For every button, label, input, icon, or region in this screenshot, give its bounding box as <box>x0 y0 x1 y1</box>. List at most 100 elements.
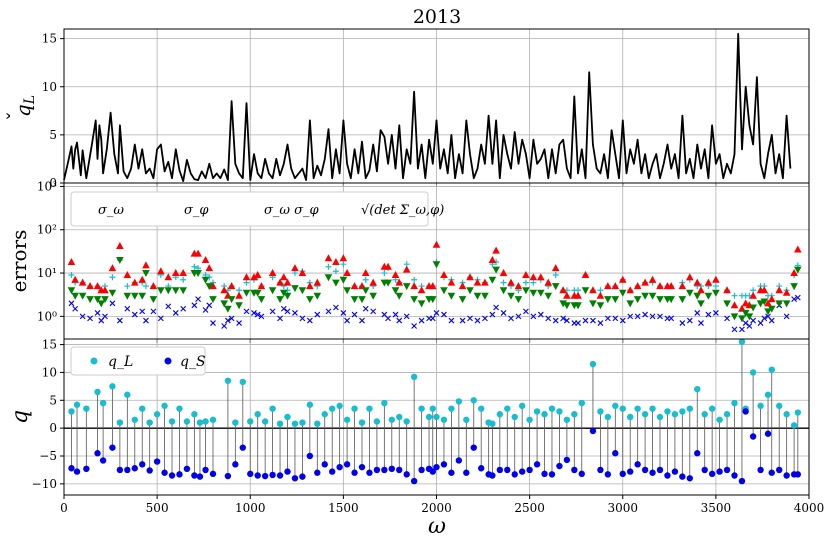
sigma-product-marker <box>626 286 634 294</box>
qL-point <box>83 405 90 412</box>
qL-point <box>403 418 410 425</box>
sqrt-det-marker <box>313 292 322 300</box>
sigma-product-marker <box>209 282 217 290</box>
sigma-product-marker <box>142 261 150 269</box>
qS-point <box>463 469 470 476</box>
sqrt-det-marker <box>179 287 187 295</box>
sigma-product-marker <box>164 273 173 281</box>
qL-point <box>410 373 418 381</box>
sqrt-det-marker <box>97 300 106 308</box>
qS-point <box>232 461 239 468</box>
sqrt-det-marker <box>257 296 266 304</box>
sqrt-det-marker <box>149 296 158 304</box>
sigma-product-marker <box>458 282 467 290</box>
sigma-product-marker <box>782 288 791 296</box>
qS-point <box>634 461 641 468</box>
qL-point <box>116 419 124 426</box>
sigma-product-marker <box>473 278 482 286</box>
sigma-product-marker <box>71 275 79 283</box>
sqrt-det-marker <box>589 300 597 308</box>
sqrt-det-marker <box>697 300 705 308</box>
qL-point <box>381 399 388 407</box>
qS-point <box>686 475 693 482</box>
qS-point <box>239 444 246 451</box>
qS-point <box>153 458 161 465</box>
sqrt-det-marker <box>749 304 757 312</box>
sigma-product-marker <box>369 278 377 286</box>
sigma-phi-marker <box>560 315 567 322</box>
qS-point <box>448 469 455 476</box>
sigma-phi-marker <box>694 310 701 316</box>
qL-point <box>269 405 276 412</box>
qS-point <box>109 444 116 451</box>
qL-point <box>168 418 176 425</box>
sigma-product-marker <box>712 275 720 283</box>
qL-point <box>433 413 440 421</box>
sigma-phi-marker <box>698 320 704 326</box>
qL-point <box>366 405 373 412</box>
qL-point <box>679 408 686 415</box>
qL-point <box>716 416 723 423</box>
sigma-omega-marker <box>530 279 537 286</box>
qS-point <box>176 471 183 478</box>
sqrt-det-marker <box>123 292 132 300</box>
sigma-phi-marker <box>362 305 369 312</box>
sigma-phi-marker <box>292 310 298 316</box>
sigma-phi-marker <box>575 320 581 326</box>
sqrt-det-marker <box>522 287 530 295</box>
sigma-product-marker <box>730 301 739 309</box>
qL-point <box>131 416 138 423</box>
sqrt-det-marker <box>283 292 292 300</box>
sigma-product-marker <box>339 254 348 262</box>
sigma-phi-marker <box>254 311 261 318</box>
qL-point <box>276 420 284 427</box>
sqrt-det-marker <box>253 289 262 297</box>
sigma-omega-marker <box>552 272 559 279</box>
qS-point <box>716 468 723 475</box>
qS-point <box>694 450 701 457</box>
sigma-product-marker <box>410 282 418 290</box>
sqrt-det-marker <box>194 270 202 278</box>
sigma-omega-marker <box>500 279 507 286</box>
qS-point <box>373 466 381 474</box>
sigma-product-marker <box>697 286 705 294</box>
sigma-product-marker <box>790 269 798 277</box>
qL-point <box>723 411 731 418</box>
qS-point <box>254 472 261 479</box>
sigma-omega-marker <box>68 272 75 279</box>
y-tick-label: −5 <box>39 449 57 463</box>
qS-point <box>161 469 168 476</box>
qS-point <box>571 466 578 474</box>
sigma-product-marker <box>283 278 292 286</box>
sigma-phi-marker <box>243 308 250 315</box>
x-tick-label: 1000 <box>235 501 266 515</box>
sigma-phi-marker <box>448 317 455 324</box>
sigma-omega-marker <box>124 283 131 290</box>
legend-sigma-phi: σ_φ <box>184 203 209 218</box>
sigma-product-marker <box>499 269 508 277</box>
qS-point <box>351 469 358 476</box>
qS-point <box>209 470 217 478</box>
qL-point <box>463 416 470 423</box>
sigma-phi-marker <box>191 302 198 309</box>
qS-point <box>366 469 373 476</box>
qS-point <box>358 463 366 471</box>
qL-point <box>202 418 209 425</box>
sigma-phi-marker <box>94 310 101 316</box>
qS-point <box>701 466 708 474</box>
qS-point <box>541 470 548 478</box>
sqrt-det-marker <box>67 287 76 295</box>
sqrt-det-marker <box>171 287 180 295</box>
middle-legend-box <box>70 191 429 227</box>
sigma-product-marker <box>201 256 210 264</box>
qL-point <box>343 416 351 423</box>
top-panel: 0 5 10 15 qL ˇ <box>3 28 810 190</box>
qL-point <box>533 408 541 415</box>
sqrt-det-marker <box>611 296 620 304</box>
sigma-phi-marker <box>165 303 172 310</box>
qL-point <box>373 418 381 425</box>
qL-point <box>738 338 746 345</box>
qL-point <box>306 401 314 408</box>
sigma-phi-marker <box>545 315 552 322</box>
